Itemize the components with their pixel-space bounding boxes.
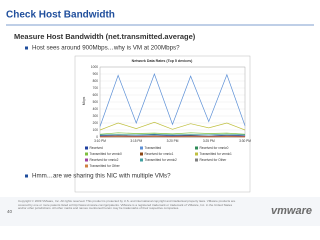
bullet-marker (25, 174, 28, 178)
x-tick-label: 3:20 PM (167, 139, 179, 143)
y-tick-label: 100 (93, 128, 99, 132)
heading: Measure Host Bandwidth (net.transmitted.… (14, 32, 196, 41)
legend-swatch (140, 146, 143, 150)
legend-swatch (140, 152, 143, 156)
footer-band (0, 197, 320, 226)
y-tick-label: 700 (93, 86, 99, 90)
legend-label: Received for vmnic2 (90, 158, 119, 162)
bullet: Host sees around 900Mbps…why is VM at 20… (32, 45, 180, 52)
legend-swatch (195, 146, 198, 150)
legend-label: Received for vmnic1 (145, 152, 174, 156)
legend-swatch (85, 158, 88, 162)
legend-swatch (85, 152, 88, 156)
y-tick-label: 600 (93, 93, 99, 97)
footer-container: Copyright © 2009 VMware, Inc. All rights… (18, 200, 236, 211)
legend-swatch (140, 158, 143, 162)
legend-swatch (195, 152, 198, 156)
x-tick-label: 3:15 PM (130, 139, 142, 143)
legend-label: Received for Other (200, 158, 228, 162)
legend-label: Transmitted for vmnic2 (145, 158, 178, 162)
logo: vmware (271, 205, 312, 217)
legend-label: Transmitted for vmnic1 (200, 152, 233, 156)
slide: Check Host Bandwidth Measure Host Bandwi… (0, 10, 320, 226)
x-tick-label: 3:10 PM (94, 139, 106, 143)
chart-frame (74, 55, 251, 193)
chart: Network Data Rates (Top 5 devices) Mbps … (82, 59, 251, 168)
legend-swatch (85, 146, 88, 150)
footer-text: Copyright © 2009 VMware, Inc. All rights… (18, 200, 236, 211)
legend-label: Transmitted (145, 146, 162, 150)
series-line (99, 132, 246, 135)
bullet-marker (25, 46, 28, 50)
y-tick-label: 1000 (91, 65, 98, 69)
y-tick-label: 900 (93, 72, 99, 76)
legend-label: Received (90, 146, 104, 150)
y-tick-label: 500 (93, 100, 99, 104)
y-axis-label: Mbps (82, 96, 86, 105)
page-number: 40 (7, 209, 13, 214)
series-line (99, 72, 246, 127)
series-line (99, 121, 246, 131)
legend-label: Transmitted for vmnic0 (90, 152, 123, 156)
legend-swatch (85, 164, 88, 168)
bullet: Hmm…are we sharing this NIC with multipl… (32, 173, 171, 180)
legend-label: Received for vmnic0 (200, 146, 229, 150)
y-tick-label: 400 (93, 107, 99, 111)
y-tick-label: 300 (93, 114, 99, 118)
x-tick-label: 3:30 PM (239, 139, 251, 143)
legend-swatch (195, 158, 198, 162)
y-tick-label: 800 (93, 79, 99, 83)
x-tick-label: 3:25 PM (203, 139, 215, 143)
series-line (99, 133, 246, 136)
y-tick-label: 0 (96, 135, 98, 139)
chart-title: Network Data Rates (Top 5 devices) (132, 59, 193, 63)
slide-title: Check Host Bandwidth (6, 10, 115, 21)
legend-label: Transmitted for Other (90, 164, 121, 168)
y-tick-label: 200 (93, 121, 99, 125)
